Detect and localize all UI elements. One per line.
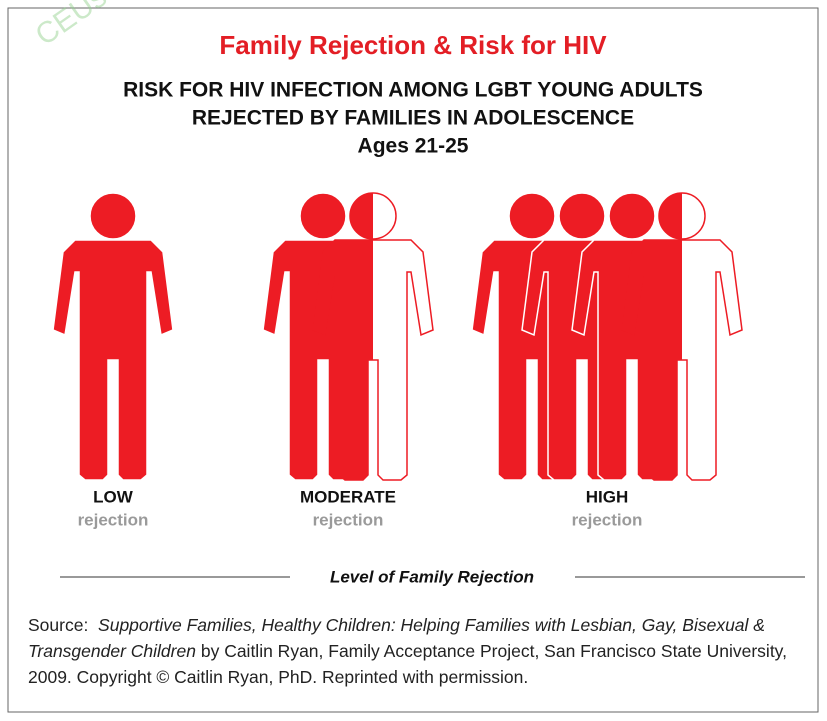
figure-head — [300, 193, 346, 239]
figure-head — [559, 193, 605, 239]
category-sublabel: rejection — [78, 510, 149, 529]
figure-head — [509, 193, 555, 239]
figure-group — [472, 193, 742, 480]
infographic: CEUs fo Family Rejection & Risk for HIV … — [0, 0, 827, 721]
category-label: HIGH — [586, 487, 629, 506]
category-sublabel: rejection — [572, 510, 643, 529]
figure-group — [263, 193, 433, 480]
category-sublabel: rejection — [313, 510, 384, 529]
category-label: MODERATE — [300, 487, 396, 506]
source-prefix: Source: — [28, 615, 88, 635]
figure-head — [90, 193, 136, 239]
figure-head — [609, 193, 655, 239]
category-label: LOW — [93, 487, 134, 506]
x-axis-label: Level of Family Rejection — [330, 567, 534, 586]
figure-body — [53, 240, 173, 480]
subtitle: RISK FOR HIV INFECTION AMONG LGBT YOUNG … — [123, 79, 703, 102]
subtitle: REJECTED BY FAMILIES IN ADOLESCENCE — [192, 107, 634, 130]
chart-title: Family Rejection & Risk for HIV — [219, 30, 607, 60]
source: Source: Supportive Families, Healthy Chi… — [28, 612, 803, 690]
subtitle: Ages 21-25 — [358, 135, 469, 158]
figure-group — [53, 193, 173, 480]
